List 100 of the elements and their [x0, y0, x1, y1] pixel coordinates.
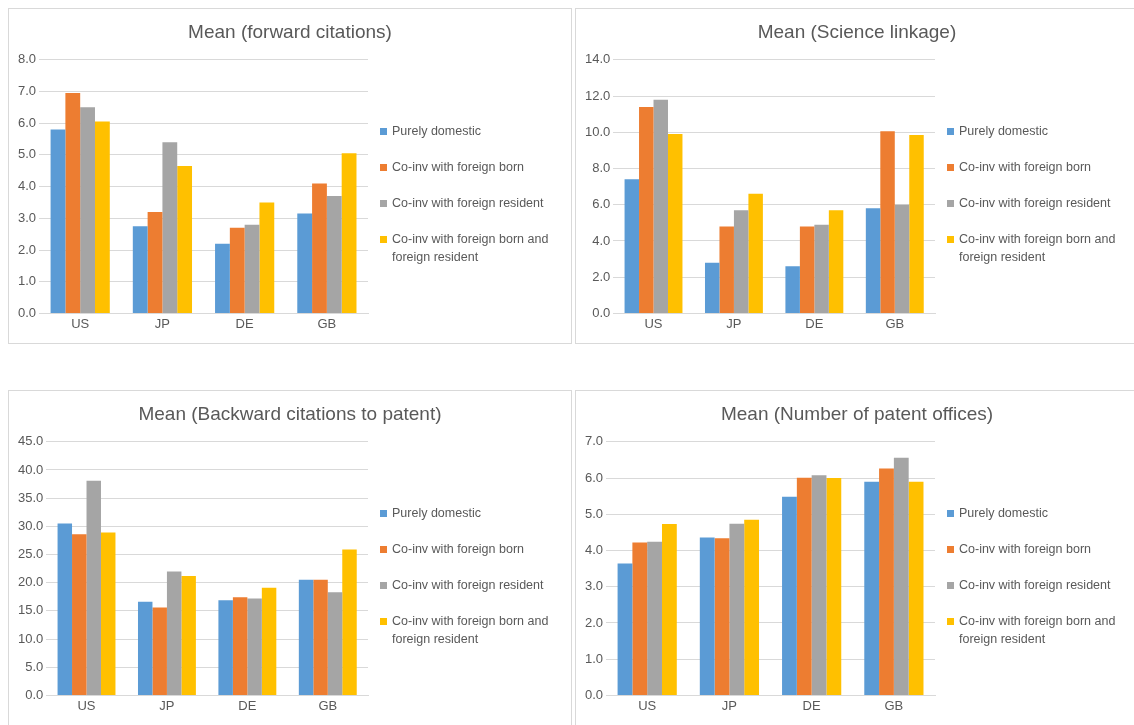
- bar: [218, 600, 233, 695]
- bar: [865, 208, 881, 313]
- bar: [908, 481, 924, 695]
- x-tick-label: JP: [159, 697, 175, 713]
- bar: [166, 571, 182, 695]
- y-tick-label: 2.0: [17, 241, 37, 257]
- legend-label: Purely domestic: [959, 123, 1048, 140]
- legend-label: Co-inv with foreign born and foreign resident: [959, 613, 1117, 648]
- bar: [152, 607, 167, 695]
- y-tick-label: 7.0: [584, 433, 604, 449]
- legend-label: Co-inv with foreign resident: [959, 577, 1111, 594]
- bar: [86, 480, 101, 695]
- bar: [177, 166, 193, 313]
- bar: [661, 524, 677, 695]
- bar: [748, 193, 763, 313]
- bar: [632, 542, 648, 695]
- bar: [65, 93, 81, 313]
- y-tick-label: 3.0: [17, 209, 37, 225]
- bar: [909, 134, 924, 313]
- bar: [313, 579, 328, 695]
- x-tick-label: DE: [802, 697, 822, 713]
- y-tick-label: 0.0: [584, 686, 604, 702]
- chart-title: Mean (Backward citations to patent): [137, 403, 443, 426]
- y-tick-label: 0.0: [592, 304, 611, 320]
- x-tick-label: DE: [238, 697, 257, 713]
- y-tick-label: 40.0: [17, 461, 44, 477]
- legend-label: Co-inv with foreign resident: [959, 195, 1111, 212]
- bar: [879, 468, 894, 695]
- bar: [864, 481, 880, 695]
- bar: [181, 575, 196, 695]
- bar: [341, 153, 357, 313]
- bar: [880, 131, 895, 313]
- x-tick-label: JP: [154, 315, 171, 331]
- y-tick-label: 14.0: [584, 51, 611, 67]
- chart-title: Mean (Science linkage): [756, 21, 958, 44]
- y-tick-label: 0.0: [17, 304, 37, 320]
- y-tick-label: 1.0: [17, 273, 37, 289]
- y-tick-label: 30.0: [17, 517, 44, 533]
- bar: [653, 99, 668, 313]
- x-tick-label: DE: [235, 315, 255, 331]
- bar: [799, 226, 815, 313]
- chart-title: Mean (forward citations): [187, 21, 393, 44]
- x-tick-label: US: [77, 697, 96, 713]
- bar: [814, 224, 829, 313]
- legend-label: Co-inv with foreign resident: [392, 195, 544, 212]
- y-tick-label: 4.0: [584, 542, 604, 558]
- x-tick-label: US: [644, 315, 663, 331]
- bar: [744, 519, 760, 695]
- legend-label: Co-inv with foreign born: [392, 541, 525, 558]
- bar: [828, 210, 844, 313]
- y-tick-label: 8.0: [592, 160, 611, 176]
- y-tick-label: 10.0: [17, 630, 44, 646]
- bar: [298, 579, 314, 695]
- y-tick-label: 2.0: [592, 268, 611, 284]
- y-tick-label: 2.0: [584, 614, 604, 630]
- bar: [312, 183, 327, 313]
- legend-label: Co-inv with foreign born and foreign resident: [959, 231, 1117, 266]
- legend-label: Co-inv with foreign resident: [392, 577, 544, 594]
- bar: [342, 549, 357, 695]
- chart-title: Mean (Number of patent offices): [719, 403, 995, 426]
- bar: [50, 129, 66, 313]
- y-tick-label: 5.0: [17, 146, 37, 162]
- y-tick-label: 25.0: [17, 546, 44, 562]
- bar: [244, 224, 260, 313]
- legend-label: Co-inv with foreign born: [959, 159, 1092, 176]
- y-tick-label: 10.0: [584, 123, 611, 139]
- bar: [229, 227, 245, 313]
- bar: [297, 213, 313, 313]
- bar: [894, 204, 910, 313]
- y-tick-label: 20.0: [17, 574, 44, 590]
- x-tick-label: GB: [317, 315, 337, 331]
- bar: [147, 211, 163, 313]
- bar: [326, 196, 342, 313]
- bar: [215, 243, 230, 313]
- bar: [162, 142, 178, 313]
- y-tick-label: 6.0: [17, 114, 37, 130]
- y-tick-label: 4.0: [592, 232, 611, 248]
- bar: [811, 475, 827, 695]
- bar: [826, 478, 842, 695]
- y-tick-label: 0.0: [25, 686, 44, 702]
- bar: [624, 179, 640, 313]
- bar: [57, 523, 73, 695]
- bar: [639, 106, 654, 313]
- x-tick-label: DE: [805, 315, 824, 331]
- bar: [261, 587, 277, 695]
- legend-label: Co-inv with foreign born: [959, 541, 1092, 558]
- x-tick-label: JP: [721, 697, 738, 713]
- x-tick-label: GB: [884, 697, 904, 713]
- y-tick-label: 1.0: [584, 650, 604, 666]
- bar: [247, 598, 262, 695]
- y-tick-label: 12.0: [584, 87, 611, 103]
- y-tick-label: 4.0: [17, 178, 37, 194]
- bar: [729, 523, 745, 695]
- x-tick-label: GB: [885, 315, 905, 331]
- x-tick-label: JP: [726, 315, 742, 331]
- bar: [100, 532, 116, 695]
- bar: [132, 226, 148, 313]
- bar: [785, 266, 800, 313]
- bar: [137, 601, 153, 695]
- y-tick-label: 6.0: [592, 196, 611, 212]
